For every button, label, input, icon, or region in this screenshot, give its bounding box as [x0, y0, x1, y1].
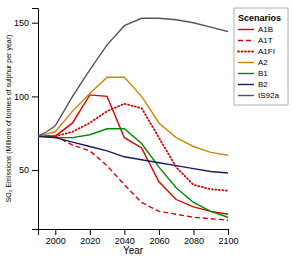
series-line: [38, 129, 228, 217]
legend-item: A1FI: [238, 47, 275, 56]
y-tick: 150: [14, 18, 38, 28]
legend-swatch: [238, 95, 254, 96]
x-tick: 2000: [46, 229, 66, 246]
x-axis: 2000 2020 2040 2060 2080 2100: [39, 229, 239, 246]
y-tick: 100: [14, 92, 38, 102]
x-axis-line: [39, 230, 229, 236]
y-tick-label: 100: [14, 92, 29, 102]
legend-swatch: [238, 40, 254, 41]
series-line: [38, 95, 228, 214]
x-tick-label: 2000: [46, 236, 66, 246]
legend-item: B2: [238, 80, 268, 89]
y-tick-label: 50: [19, 165, 29, 175]
legend-label: A1FI: [258, 47, 275, 56]
y-axis-title: SO₂ Emissions (Millions of tonnes of sul…: [5, 35, 13, 203]
legend-frame: [234, 8, 288, 105]
legend-label: B1: [258, 69, 268, 78]
legend-item: B1: [238, 69, 268, 78]
legend-label: A1T: [258, 36, 273, 45]
y-axis-line: [32, 9, 39, 230]
legend-label: A1B: [258, 25, 273, 34]
legend-item: A1T: [238, 36, 273, 45]
legend: Scenarios A1B A1T A1FI A2 B1 B2 IS92a: [234, 8, 288, 105]
x-tick: 2020: [80, 229, 100, 246]
x-axis-title: Year: [123, 245, 144, 256]
legend-title: Scenarios: [238, 13, 281, 23]
legend-label: B2: [258, 80, 268, 89]
legend-swatch: [238, 84, 254, 85]
series-line: [38, 77, 228, 155]
x-tick-mark: [193, 229, 194, 235]
x-tick: 2060: [149, 229, 169, 246]
x-tick-label: 2060: [149, 236, 169, 246]
series-line: [38, 104, 228, 191]
y-tick-mark: [32, 96, 38, 97]
legend-swatch: [238, 62, 254, 63]
x-tick: 2100: [218, 229, 238, 246]
y-axis: 50 100 150: [14, 9, 39, 230]
x-tick-mark: [159, 229, 160, 235]
legend-item: A2: [238, 58, 268, 67]
x-tick-mark: [55, 229, 56, 235]
x-tick-mark: [90, 229, 91, 235]
x-tick: 2040: [115, 229, 135, 246]
legend-swatch: [238, 29, 254, 30]
legend-item: A1B: [238, 25, 273, 34]
x-tick: 2080: [184, 229, 204, 246]
x-tick-label: 2100: [218, 236, 238, 246]
series-line: [38, 18, 228, 136]
legend-label: IS92a: [258, 91, 279, 100]
x-tick-mark: [228, 229, 229, 235]
lines: [38, 18, 228, 220]
legend-label: A2: [258, 58, 268, 67]
legend-swatch: [238, 73, 254, 74]
legend-swatch: [238, 51, 254, 53]
x-tick-label: 2020: [80, 236, 100, 246]
x-tick-label: 2080: [184, 236, 204, 246]
y-tick-mark: [32, 170, 38, 171]
y-tick: 50: [19, 165, 38, 175]
x-tick-mark: [124, 229, 125, 235]
plot: 2000 2020 2040 2060 2080 2100 50 100 150: [14, 9, 239, 247]
legend-item: IS92a: [238, 91, 279, 100]
series-line: [38, 136, 228, 173]
y-tick-mark: [32, 23, 38, 24]
chart: 2000 2020 2040 2060 2080 2100 50 100 150 Year SO₂ …: [0, 0, 292, 259]
y-tick-label: 150: [14, 18, 29, 28]
